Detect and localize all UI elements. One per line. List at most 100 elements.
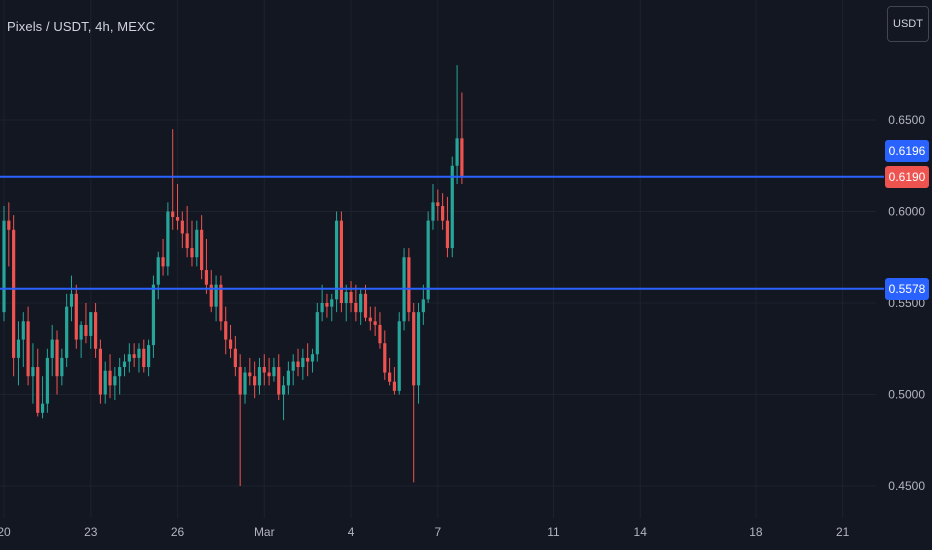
chart-title: Pixels / USDT, 4h, MEXC	[7, 19, 156, 34]
candle-body	[122, 361, 127, 368]
candle-body	[190, 248, 194, 258]
price-tag: 0.6196	[885, 140, 929, 162]
candle-body	[12, 229, 16, 358]
candle	[243, 367, 247, 404]
candle	[368, 306, 372, 331]
candle	[127, 343, 131, 373]
candle-body	[291, 361, 295, 371]
candle	[306, 343, 310, 377]
candle	[98, 339, 102, 404]
y-tick-label: 0.6000	[888, 205, 925, 219]
candle	[445, 196, 450, 258]
candle	[407, 248, 411, 322]
candle	[373, 306, 377, 336]
candle	[122, 354, 127, 377]
candle-body	[388, 372, 392, 382]
candle-body	[214, 284, 218, 307]
candle	[108, 354, 112, 399]
candle-body	[103, 370, 107, 395]
candle	[137, 343, 141, 373]
price-tags: 0.6196 0.6190 0.5578	[885, 140, 929, 300]
candle	[161, 238, 165, 276]
candle	[45, 348, 49, 413]
candle-body	[426, 220, 430, 300]
candle-body	[74, 293, 78, 340]
candle	[12, 215, 16, 377]
candle-body	[113, 376, 117, 386]
grid-layer	[0, 0, 876, 518]
candle-body	[450, 165, 454, 249]
candle-body	[368, 317, 372, 322]
candle-body	[262, 367, 266, 373]
x-tick-label: 26	[171, 525, 185, 539]
candle	[2, 206, 6, 322]
candle	[214, 275, 218, 322]
x-tick-label: 14	[634, 525, 648, 539]
candle-body	[455, 138, 459, 166]
candle	[195, 220, 199, 267]
candle	[272, 357, 276, 382]
candle	[363, 284, 368, 322]
candle	[441, 193, 445, 230]
candle-body	[253, 376, 257, 386]
candle-body	[228, 339, 233, 349]
candle-body	[344, 292, 348, 303]
candle	[175, 184, 180, 230]
candle-body	[26, 321, 30, 377]
candle-body	[243, 372, 247, 395]
candle-body	[383, 343, 387, 373]
candle-body	[36, 367, 40, 413]
candle	[436, 189, 440, 221]
candle-body	[320, 303, 324, 313]
candle-body	[156, 257, 160, 285]
candle	[460, 92, 464, 185]
candle	[388, 357, 392, 386]
candle	[315, 303, 319, 362]
candle-body	[209, 284, 213, 307]
candle	[392, 367, 397, 395]
candle-body	[421, 299, 425, 313]
candle-body	[315, 312, 319, 355]
candle-body	[460, 138, 464, 177]
candle-body	[359, 293, 363, 313]
candle	[60, 348, 64, 386]
candle	[21, 312, 25, 368]
candle-body	[16, 339, 21, 358]
candle-body	[132, 354, 136, 358]
candle	[310, 348, 315, 373]
price-tag: 0.5578	[885, 278, 929, 300]
candle-body	[334, 220, 339, 300]
y-tick-label: 0.6500	[888, 113, 925, 127]
candle	[344, 284, 348, 322]
candle-body	[21, 321, 25, 340]
candle-body	[79, 324, 83, 340]
candle	[431, 184, 435, 230]
candle-body	[89, 312, 93, 336]
candle-body	[296, 361, 300, 368]
x-tick-label: 7	[434, 525, 441, 539]
candle	[296, 348, 300, 377]
candle	[262, 354, 266, 386]
candle-body	[378, 324, 382, 344]
candle-body	[431, 202, 435, 221]
candle	[416, 303, 421, 404]
candle-body	[60, 357, 64, 377]
candle-body	[204, 270, 209, 285]
candle	[74, 284, 78, 349]
candle	[209, 270, 213, 313]
candle-body	[175, 216, 180, 221]
candle	[354, 284, 358, 322]
candle	[171, 129, 175, 230]
x-tick-label: 4	[348, 525, 355, 539]
candle	[378, 312, 382, 349]
horizontal-levels[interactable]	[0, 175, 884, 290]
time-axis[interactable]: 20 23 26 Mar 4 7 11 14 18 21	[0, 525, 850, 539]
candle-body	[407, 257, 411, 313]
price-tag: 0.6190	[885, 166, 929, 188]
candle	[147, 339, 151, 377]
candle	[26, 306, 30, 386]
candle	[238, 354, 242, 486]
candle	[36, 348, 40, 417]
currency-button[interactable]: USDT	[887, 6, 929, 42]
